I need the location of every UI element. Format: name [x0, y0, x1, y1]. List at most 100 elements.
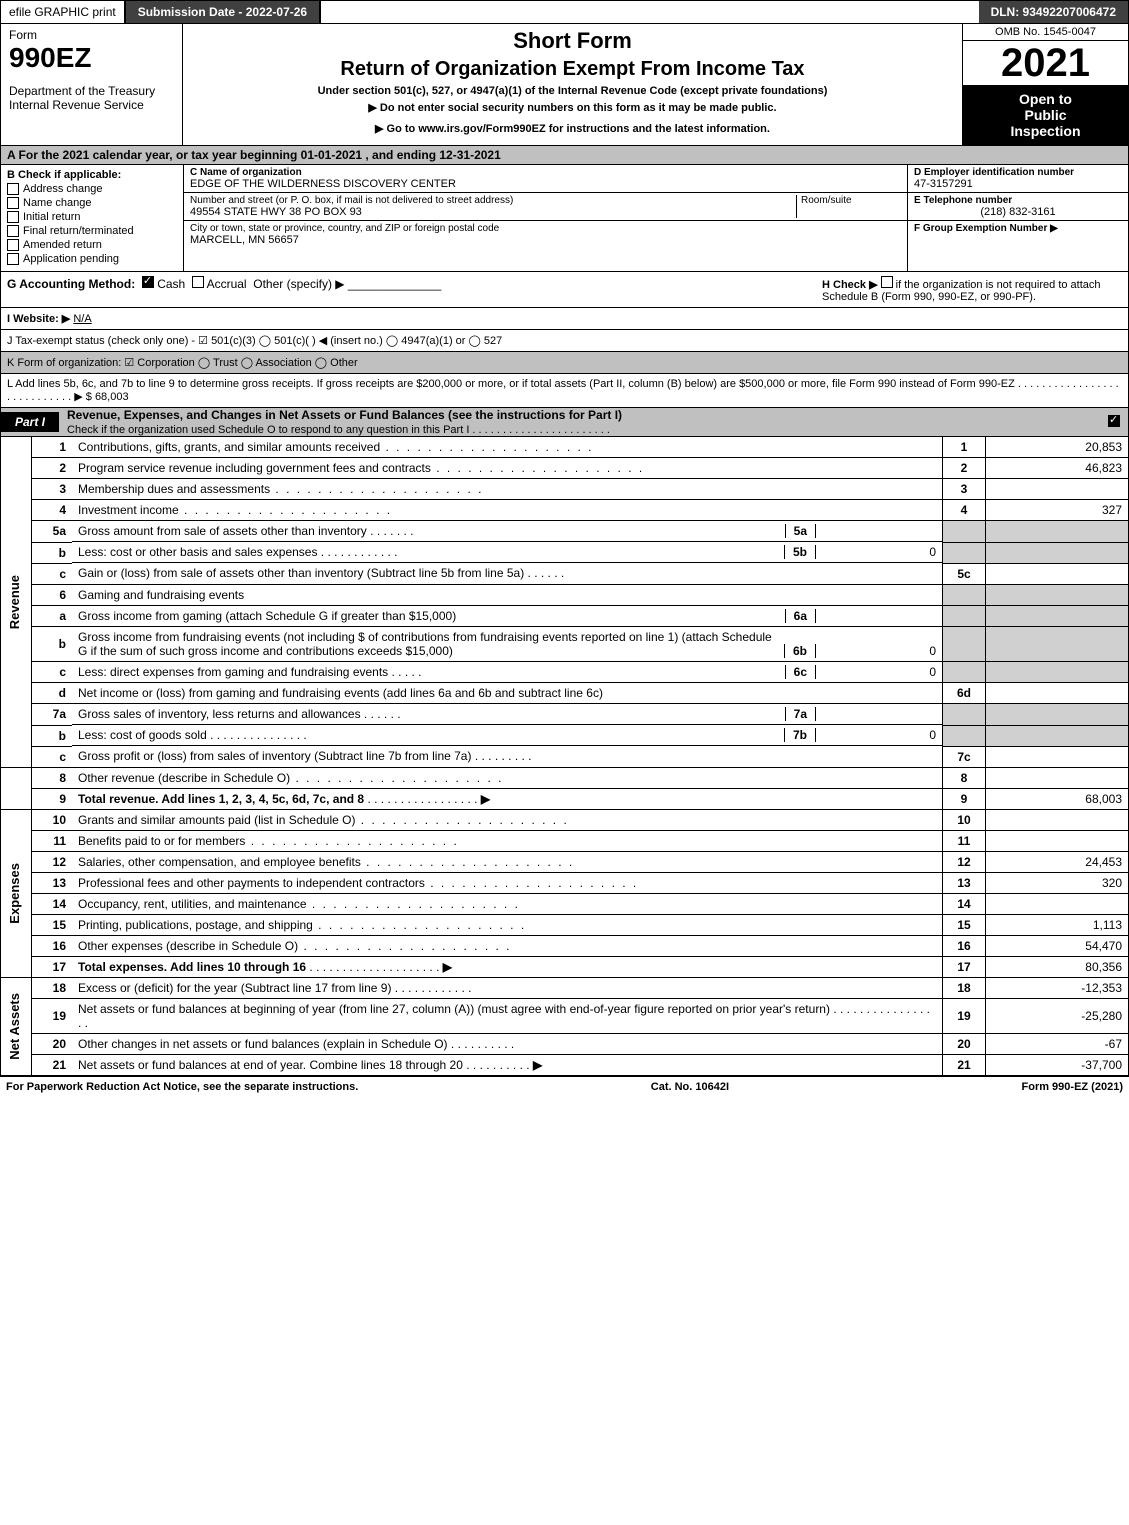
line-10-desc: Grants and similar amounts paid (list in…: [72, 809, 943, 830]
efile-label: efile GRAPHIC print: [9, 5, 116, 19]
line-9-amt: 68,003: [986, 788, 1129, 809]
top-bar: efile GRAPHIC print Submission Date - 20…: [0, 0, 1129, 24]
return-title: Return of Organization Exempt From Incom…: [191, 58, 954, 81]
netassets-label: Net Assets: [7, 993, 22, 1060]
block-c: C Name of organization EDGE OF THE WILDE…: [184, 165, 908, 271]
line-6a-desc: Gross income from gaming (attach Schedul…: [72, 606, 942, 627]
e-label: E Telephone number: [914, 195, 1122, 206]
line-3-desc: Membership dues and assessments: [72, 479, 943, 500]
line-2-desc: Program service revenue including govern…: [72, 458, 943, 479]
line-20-amt: -67: [986, 1033, 1129, 1054]
line-21-desc: Net assets or fund balances at end of ye…: [72, 1054, 943, 1075]
line-18-amt: -12,353: [986, 977, 1129, 998]
header-left: Form 990EZ Department of the Treasury In…: [1, 24, 183, 145]
line-17-amt: 80,356: [986, 956, 1129, 977]
line-17-desc: Total expenses. Add lines 10 through 16 …: [72, 956, 943, 977]
org-street: 49554 STATE HWY 38 PO BOX 93: [190, 206, 796, 218]
gross-receipts: 68,003: [95, 391, 129, 403]
line-15-desc: Printing, publications, postage, and shi…: [72, 914, 943, 935]
part1-title: Revenue, Expenses, and Changes in Net As…: [67, 408, 622, 422]
header-center: Short Form Return of Organization Exempt…: [183, 24, 963, 145]
block-def: D Employer identification number 47-3157…: [908, 165, 1128, 271]
dln: DLN: 93492207006472: [979, 1, 1128, 23]
lines-table: Revenue 1 Contributions, gifts, grants, …: [0, 437, 1129, 1076]
form-number: 990EZ: [9, 42, 174, 74]
header-right: OMB No. 1545-0047 2021 Open to Public In…: [963, 24, 1128, 145]
checkbox-name-change[interactable]: [7, 197, 19, 209]
b-label: B Check if applicable:: [7, 169, 177, 181]
part1-header: Part I Revenue, Expenses, and Changes in…: [0, 408, 1129, 437]
page-footer: For Paperwork Reduction Act Notice, see …: [0, 1076, 1129, 1097]
h-block: H Check ▶ if the organization is not req…: [822, 276, 1122, 303]
line-8-amt: [986, 767, 1129, 788]
line-19-desc: Net assets or fund balances at beginning…: [72, 998, 943, 1033]
efile-print[interactable]: efile GRAPHIC print: [1, 1, 126, 23]
line-19-amt: -25,280: [986, 998, 1129, 1033]
omb-number: OMB No. 1545-0047: [963, 24, 1128, 41]
checkbox-accrual[interactable]: [192, 276, 204, 288]
block-bcdef: B Check if applicable: Address change Na…: [0, 165, 1129, 272]
line-6b-desc: Gross income from fundraising events (no…: [72, 627, 942, 662]
line-4-amt: 327: [986, 500, 1129, 521]
footer-right: Form 990-EZ (2021): [1022, 1081, 1123, 1093]
line-7b-desc: Less: cost of goods sold . . . . . . . .…: [72, 725, 942, 746]
org-name: EDGE OF THE WILDERNESS DISCOVERY CENTER: [190, 178, 901, 190]
line-16-amt: 54,470: [986, 935, 1129, 956]
checkbox-cash[interactable]: [142, 276, 154, 288]
line-7c-amt: [986, 746, 1129, 767]
checkbox-address-change[interactable]: [7, 183, 19, 195]
dept-treasury: Department of the Treasury: [9, 84, 174, 98]
row-l: L Add lines 5b, 6c, and 7b to line 9 to …: [0, 374, 1129, 408]
line-2-amt: 46,823: [986, 458, 1129, 479]
section-a: A For the 2021 calendar year, or tax yea…: [0, 146, 1129, 165]
line-11-desc: Benefits paid to or for members: [72, 830, 943, 851]
checkbox-final-return[interactable]: [7, 225, 19, 237]
org-city: MARCELL, MN 56657: [190, 234, 901, 246]
block-b: B Check if applicable: Address change Na…: [1, 165, 184, 271]
checkbox-h[interactable]: [881, 276, 893, 288]
line-1-ref: 1: [943, 437, 986, 458]
line-5c-amt: [986, 563, 1129, 584]
line-1-no: 1: [32, 437, 73, 458]
line-14-desc: Occupancy, rent, utilities, and maintena…: [72, 893, 943, 914]
form-header: Form 990EZ Department of the Treasury In…: [0, 24, 1129, 146]
line-21-amt: -37,700: [986, 1054, 1129, 1075]
line-3-amt: [986, 479, 1129, 500]
line-1-desc: Contributions, gifts, grants, and simila…: [72, 437, 943, 458]
room-label: Room/suite: [801, 195, 901, 206]
tax-year: 2021: [963, 41, 1128, 85]
line-5c-desc: Gain or (loss) from sale of assets other…: [72, 563, 943, 584]
checkbox-schedule-o[interactable]: [1108, 415, 1120, 427]
row-k: K Form of organization: ☑ Corporation ◯ …: [0, 352, 1129, 374]
line-16-desc: Other expenses (describe in Schedule O): [72, 935, 943, 956]
checkbox-initial-return[interactable]: [7, 211, 19, 223]
part1-check-note: Check if the organization used Schedule …: [67, 424, 610, 436]
line-6-desc: Gaming and fundraising events: [72, 584, 943, 605]
submission-date: Submission Date - 2022-07-26: [126, 1, 321, 23]
checkbox-amended-return[interactable]: [7, 239, 19, 251]
line-8-desc: Other revenue (describe in Schedule O): [72, 767, 943, 788]
line-6d-amt: [986, 683, 1129, 704]
row-gh: G Accounting Method: Cash Accrual Other …: [0, 272, 1129, 308]
part1-label: Part I: [1, 412, 59, 432]
line-18-desc: Excess or (deficit) for the year (Subtra…: [72, 977, 943, 998]
footer-left: For Paperwork Reduction Act Notice, see …: [6, 1081, 358, 1093]
line-6d-desc: Net income or (loss) from gaming and fun…: [72, 683, 943, 704]
website: N/A: [73, 313, 91, 325]
line-6c-desc: Less: direct expenses from gaming and fu…: [72, 662, 942, 683]
line-15-amt: 1,113: [986, 914, 1129, 935]
ssn-note: ▶ Do not enter social security numbers o…: [191, 97, 954, 118]
line-5b-desc: Less: cost or other basis and sales expe…: [72, 542, 942, 563]
line-12-amt: 24,453: [986, 851, 1129, 872]
line-13-desc: Professional fees and other payments to …: [72, 872, 943, 893]
expenses-label: Expenses: [7, 863, 22, 924]
g-accounting: G Accounting Method: Cash Accrual Other …: [7, 276, 441, 303]
f-label: F Group Exemption Number ▶: [914, 223, 1122, 234]
line-4-desc: Investment income: [72, 500, 943, 521]
goto-link[interactable]: ▶ Go to www.irs.gov/Form990EZ for instru…: [191, 118, 954, 139]
line-20-desc: Other changes in net assets or fund bala…: [72, 1033, 943, 1054]
line-9-desc: Total revenue. Add lines 1, 2, 3, 4, 5c,…: [72, 788, 943, 809]
checkbox-application-pending[interactable]: [7, 253, 19, 265]
c-city-label: City or town, state or province, country…: [190, 223, 901, 234]
row-j: J Tax-exempt status (check only one) - ☑…: [0, 330, 1129, 352]
